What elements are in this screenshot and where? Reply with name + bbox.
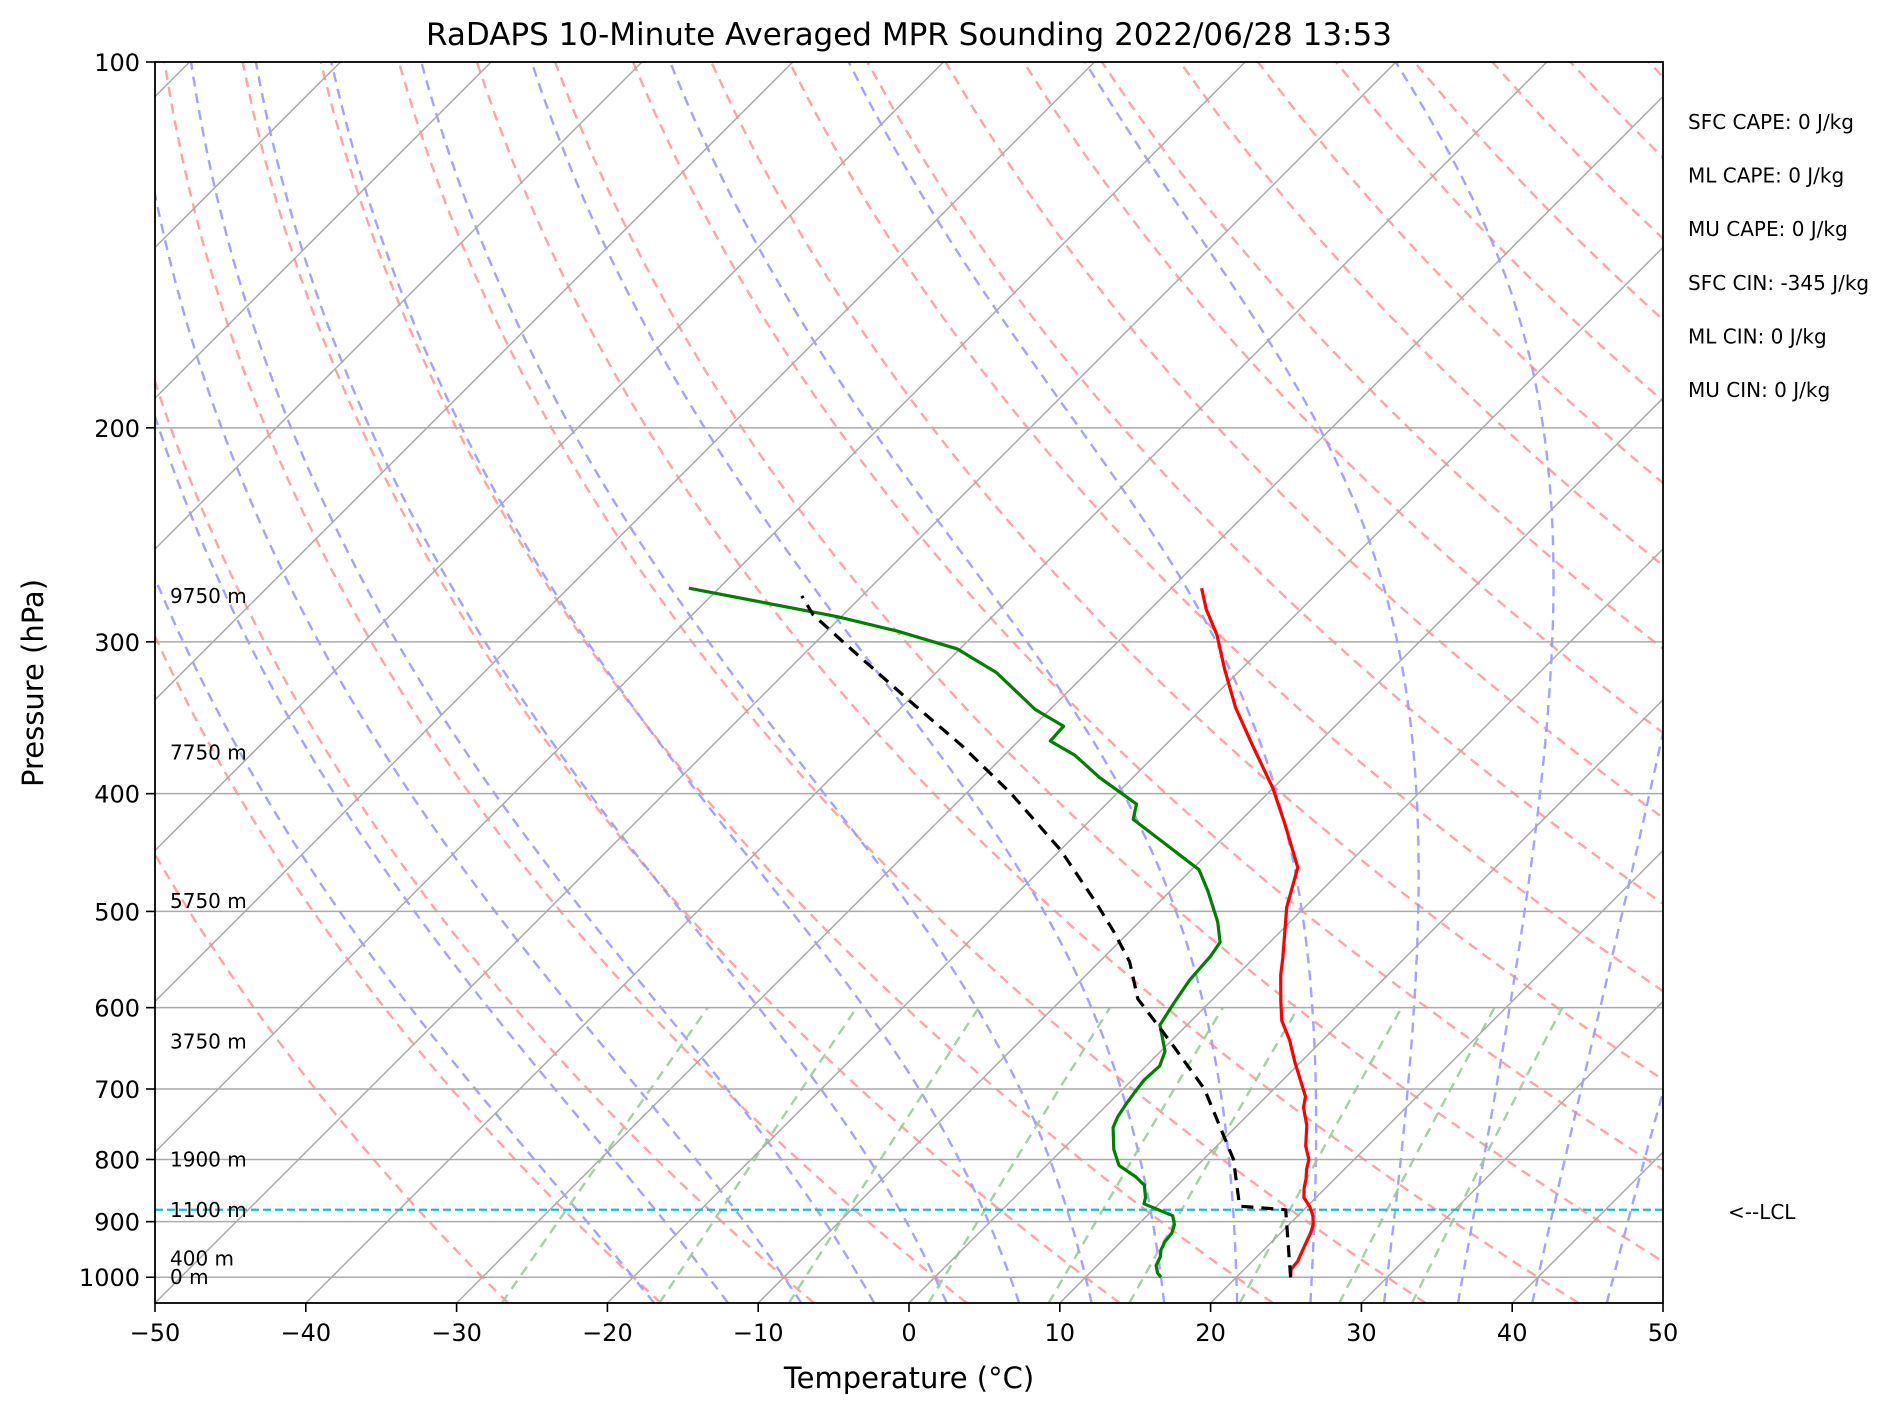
- lcl-label: <--LCL: [1728, 1200, 1796, 1224]
- y-tick-label: 600: [94, 995, 140, 1023]
- data-series: [155, 586, 1663, 1279]
- x-tick-label: 40: [1497, 1319, 1528, 1347]
- isotherms: [155, 62, 1663, 1303]
- moist-adiabat: [155, 412, 729, 1303]
- stat-line: SFC CIN: -345 J/kg: [1688, 271, 1869, 295]
- height-labels: 9750 m 7750 m 5750 m 3750 m 1900 m 1100 m 400 …: [170, 584, 247, 1289]
- dry-adiabat: [1178, 62, 1663, 568]
- mixing-ratio-line: [658, 1006, 858, 1303]
- isotherm: [155, 62, 1397, 1303]
- y-tick-label: 400: [94, 781, 140, 809]
- x-tick-label: −20: [582, 1319, 633, 1347]
- x-axis-ticks: −50 −40 −30 −20 −10 0 10 20 30 40 50: [130, 1303, 1679, 1347]
- y-tick-label: 200: [94, 415, 140, 443]
- dry-adiabat: [475, 62, 1580, 1303]
- dry-adiabat: [241, 62, 1121, 1303]
- isotherm: [305, 62, 1548, 1303]
- isotherm: [155, 62, 945, 852]
- x-tick-label: −40: [280, 1319, 331, 1347]
- dewpoint-line: [688, 586, 1222, 1279]
- dry-adiabat: [553, 62, 1663, 1263]
- stat-line: MU CAPE: 0 J/kg: [1688, 217, 1848, 241]
- background-lines: [155, 62, 1663, 1303]
- isotherm: [908, 547, 1663, 1303]
- dry-adiabat: [155, 377, 815, 1303]
- x-tick-label: 10: [1045, 1319, 1076, 1347]
- dry-adiabat: [788, 62, 1663, 993]
- isotherm: [155, 62, 1246, 1154]
- isotherm: [757, 397, 1663, 1303]
- moist-adiabat: [189, 62, 876, 1303]
- x-tick-label: −30: [431, 1319, 482, 1347]
- y-tick-label: 100: [94, 49, 140, 77]
- isotherm: [1210, 849, 1663, 1303]
- y-axis-label: Pressure (hPa): [16, 579, 50, 787]
- mixing-ratio-line: [1238, 1007, 1403, 1303]
- moist-adiabat: [1605, 1087, 1663, 1303]
- height-label: 3750 m: [170, 1030, 247, 1054]
- isobars: [155, 62, 1663, 1278]
- stat-line: MU CIN: 0 J/kg: [1688, 378, 1830, 402]
- y-tick-label: 500: [94, 898, 140, 926]
- dry-adiabat: [1100, 62, 1663, 651]
- stat-line: ML CIN: 0 J/kg: [1688, 324, 1827, 348]
- mixing-ratio-line: [1338, 1007, 1496, 1303]
- y-axis-ticks: 100 200 300 400 500 600 700 800 900 1000: [79, 49, 155, 1292]
- moist-adiabat: [1394, 62, 1555, 1303]
- y-tick-label: 1000: [79, 1264, 140, 1292]
- isotherm: [155, 62, 794, 701]
- dry-adiabat: [155, 633, 662, 1303]
- moist-adiabat: [155, 188, 803, 1303]
- moist-adiabats: [155, 62, 1663, 1303]
- dry-adiabat: [155, 852, 509, 1303]
- height-label: 1900 m: [170, 1147, 247, 1171]
- isotherm: [155, 62, 643, 551]
- temperature-line: [1200, 587, 1315, 1278]
- isotherm: [1059, 698, 1663, 1303]
- mixing-ratio-line: [787, 1006, 980, 1303]
- stat-line: SFC CAPE: 0 J/kg: [1688, 110, 1854, 134]
- height-label: 9750 m: [170, 584, 247, 608]
- chart-title: RaDAPS 10-Minute Averaged MPR Sounding 2…: [426, 17, 1392, 53]
- mixing-ratio-line: [500, 1006, 709, 1303]
- dry-adiabat: [944, 62, 1663, 820]
- isotherm: [155, 62, 492, 400]
- moist-adiabat: [1084, 62, 1420, 1303]
- dry-adiabat: [397, 62, 1427, 1303]
- y-tick-label: 800: [94, 1146, 140, 1174]
- stat-line: ML CAPE: 0 J/kg: [1688, 164, 1844, 188]
- moist-adiabat: [330, 62, 1021, 1303]
- mixing-ratio-line: [927, 1006, 1111, 1303]
- moist-adiabat: [420, 62, 1093, 1303]
- dry-adiabat: [631, 62, 1663, 1172]
- isotherm: [155, 62, 1095, 1003]
- height-label: 1100 m: [170, 1198, 247, 1222]
- parcel-line: [800, 595, 1293, 1278]
- x-tick-label: −10: [733, 1319, 784, 1347]
- y-tick-label: 300: [94, 629, 140, 657]
- isotherm: [1360, 1000, 1663, 1303]
- moist-adiabat: [530, 62, 1166, 1303]
- isotherm: [456, 95, 1663, 1303]
- x-tick-label: 0: [901, 1319, 916, 1347]
- height-label: 5750 m: [170, 889, 247, 913]
- mixing-ratio-lines: [500, 1006, 1564, 1303]
- x-tick-label: 20: [1195, 1319, 1226, 1347]
- moist-adiabat: [1531, 726, 1663, 1303]
- stats-panel: SFC CAPE: 0 J/kg ML CAPE: 0 J/kg MU CAPE: …: [1688, 110, 1869, 402]
- x-tick-label: 50: [1648, 1319, 1679, 1347]
- x-tick-label: −50: [130, 1319, 181, 1347]
- x-tick-label: 30: [1346, 1319, 1377, 1347]
- height-label: 400 m: [170, 1246, 234, 1270]
- moist-adiabat: [254, 62, 948, 1303]
- y-tick-label: 900: [94, 1209, 140, 1237]
- y-tick-label: 700: [94, 1076, 140, 1104]
- moist-adiabat: [668, 62, 1239, 1303]
- height-label: 7750 m: [170, 741, 247, 765]
- height-label: 0 m: [170, 1265, 209, 1289]
- moist-adiabat: [155, 575, 656, 1303]
- mixing-ratio-line: [1410, 1007, 1564, 1303]
- x-axis-label: Temperature (°C): [783, 1361, 1034, 1395]
